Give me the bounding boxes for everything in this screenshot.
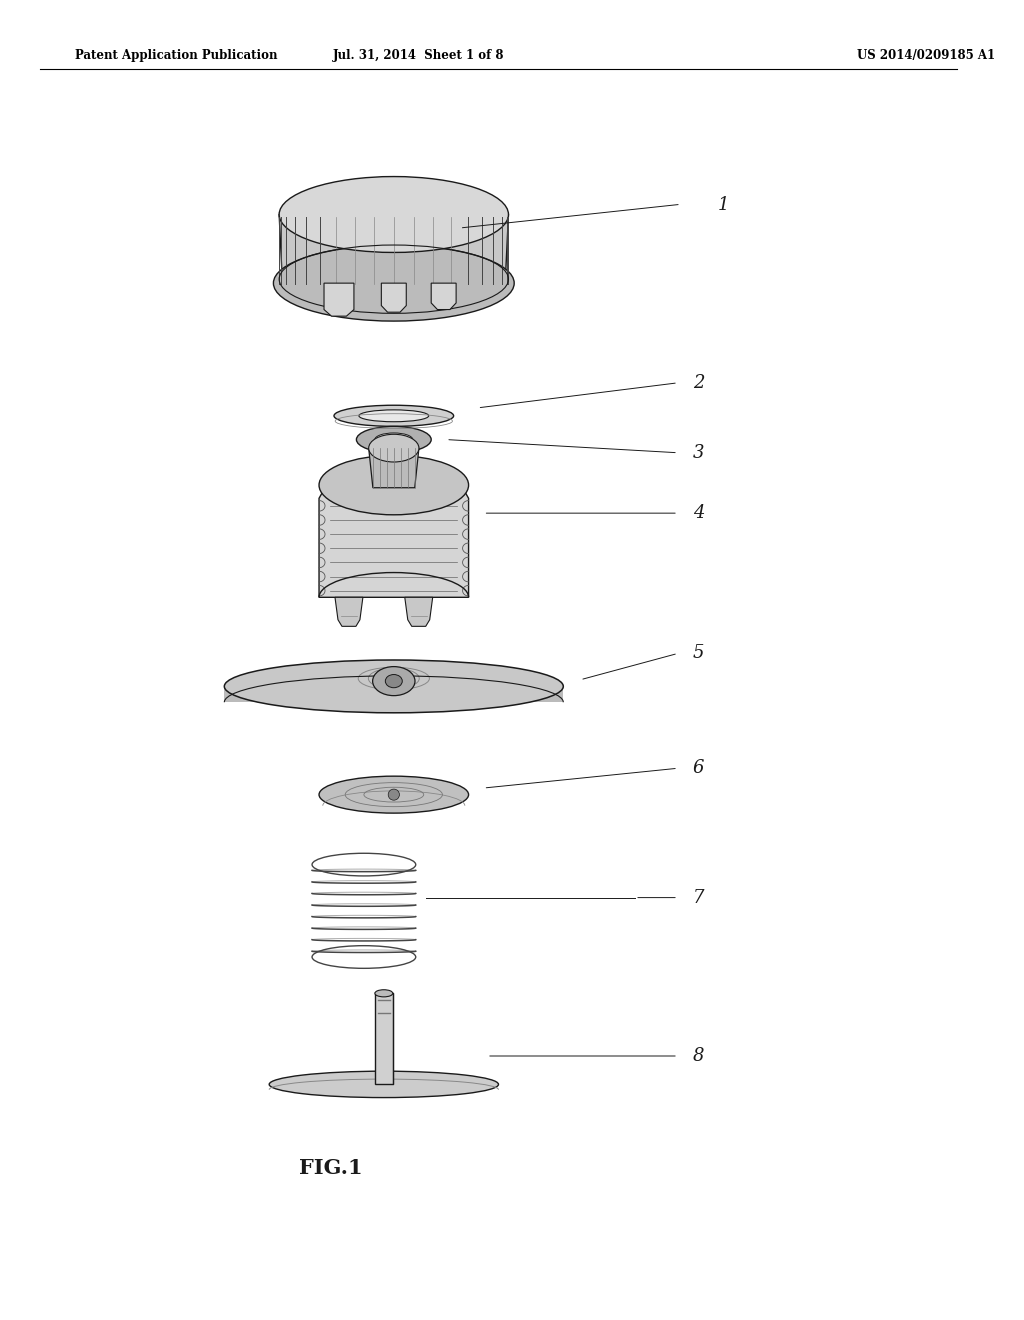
Ellipse shape <box>319 776 469 813</box>
Text: Jul. 31, 2014  Sheet 1 of 8: Jul. 31, 2014 Sheet 1 of 8 <box>333 49 505 62</box>
Ellipse shape <box>319 455 469 515</box>
Polygon shape <box>280 214 509 286</box>
Text: 3: 3 <box>693 444 705 462</box>
Polygon shape <box>335 597 362 627</box>
Text: Patent Application Publication: Patent Application Publication <box>75 49 278 62</box>
Ellipse shape <box>269 1072 499 1098</box>
Ellipse shape <box>385 675 402 688</box>
Ellipse shape <box>273 246 514 321</box>
Ellipse shape <box>388 789 399 800</box>
Ellipse shape <box>280 177 509 252</box>
Polygon shape <box>381 282 407 312</box>
Polygon shape <box>375 993 393 1085</box>
Text: US 2014/0209185 A1: US 2014/0209185 A1 <box>857 49 995 62</box>
Polygon shape <box>369 449 419 488</box>
Text: FIG.1: FIG.1 <box>299 1158 362 1179</box>
Ellipse shape <box>224 660 563 713</box>
Text: 1: 1 <box>718 195 729 214</box>
Text: 8: 8 <box>693 1047 705 1065</box>
Ellipse shape <box>375 990 393 997</box>
Text: 7: 7 <box>693 888 705 907</box>
Polygon shape <box>404 597 433 627</box>
Polygon shape <box>319 486 469 597</box>
Text: 2: 2 <box>693 374 705 392</box>
Ellipse shape <box>375 433 413 446</box>
Text: 6: 6 <box>693 759 705 777</box>
Polygon shape <box>431 282 456 309</box>
Polygon shape <box>224 686 563 702</box>
Ellipse shape <box>359 409 429 422</box>
Ellipse shape <box>334 405 454 426</box>
Text: 5: 5 <box>693 644 705 663</box>
Ellipse shape <box>369 434 419 462</box>
Polygon shape <box>324 282 354 315</box>
Ellipse shape <box>356 426 431 453</box>
Ellipse shape <box>373 667 415 696</box>
Text: 4: 4 <box>693 504 705 523</box>
